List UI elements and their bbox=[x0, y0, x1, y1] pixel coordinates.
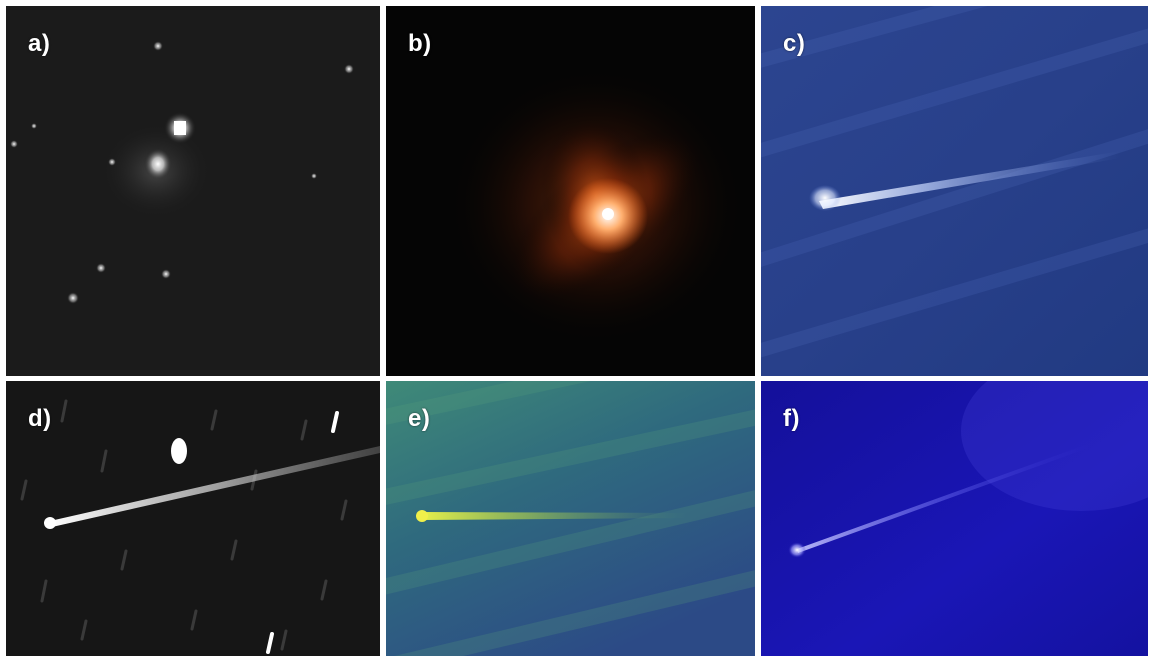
panel-b-label: b) bbox=[408, 30, 432, 57]
panel-a-image bbox=[6, 6, 380, 376]
panel-e-label: e) bbox=[408, 405, 431, 432]
panel-d-label: d) bbox=[28, 405, 52, 432]
panel-e-green-tail-image: e) bbox=[386, 381, 755, 656]
panel-a-label: a) bbox=[28, 30, 51, 57]
panel-c-label: c) bbox=[783, 30, 806, 57]
panel-c-image bbox=[761, 6, 1148, 376]
panel-e-image bbox=[386, 381, 755, 656]
panel-c-blue-tail-image: c) bbox=[761, 6, 1148, 376]
panel-f-violet-tail-image: f) bbox=[761, 381, 1148, 656]
panel-d-image bbox=[6, 381, 380, 656]
panel-b-image bbox=[386, 6, 755, 376]
panel-f-label: f) bbox=[783, 405, 800, 432]
panel-d-grayscale-tail-image: d) bbox=[6, 381, 380, 656]
panel-a-grayscale-ejecta-image: a) bbox=[6, 6, 380, 376]
panel-f-image bbox=[761, 381, 1148, 656]
panel-b-orange-ejecta-image: b) bbox=[386, 6, 755, 376]
